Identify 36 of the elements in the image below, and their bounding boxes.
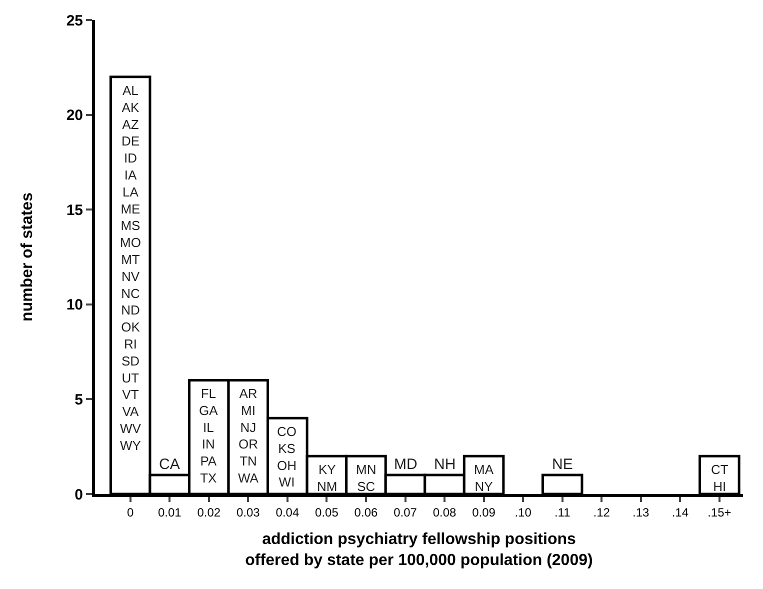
x-tick-label: .13 xyxy=(632,505,650,520)
x-tick-label: 0.08 xyxy=(432,505,457,520)
x-tick-label: 0.04 xyxy=(276,505,300,520)
x-tick-label: 0.06 xyxy=(354,505,378,520)
data-label: FL GA IL IN PA TX xyxy=(199,386,218,486)
data-label: CO KS OH WI xyxy=(277,424,296,490)
data-label: CA xyxy=(159,456,180,473)
x-tick-label: 0.01 xyxy=(158,505,182,520)
data-label: CT HI xyxy=(711,462,728,494)
y-tick-label: 20 xyxy=(66,107,83,124)
data-label: MN SC xyxy=(356,462,376,494)
x-tick-label: .15+ xyxy=(708,505,732,520)
data-label: AR MI NJ OR TN WA xyxy=(238,386,259,486)
data-label: MD xyxy=(394,456,418,473)
y-axis-title: number of states xyxy=(19,192,36,322)
x-tick-label: 0.02 xyxy=(197,505,221,520)
x-tick-label: .11 xyxy=(554,505,571,520)
x-tick-label: 0.03 xyxy=(236,505,260,520)
x-tick-label: 0.07 xyxy=(394,505,418,520)
x-tick-label: .14 xyxy=(672,505,689,520)
x-tick-label: .12 xyxy=(593,505,610,520)
data-label: KY NM xyxy=(317,462,338,494)
x-tick-label: 0.09 xyxy=(472,505,496,520)
x-tick-label: 0 xyxy=(127,505,134,520)
data-label: MA NY xyxy=(474,462,494,494)
y-tick-label: 5 xyxy=(74,391,83,408)
data-label: NE xyxy=(552,456,573,473)
text: AL AK AZ DE ID IA LA ME MS MO MT NV NC ND OK RI SD UT VT VA WV WY xyxy=(120,83,141,453)
y-tick-label: 15 xyxy=(66,202,83,219)
y-tick-label: 10 xyxy=(66,296,83,314)
x-tick-label: 0.05 xyxy=(315,505,339,520)
x-tick-label: .10 xyxy=(514,505,532,520)
x-axis-title: addiction psychiatry fellowship positions offered by state per 100,000 population (2009) xyxy=(245,531,593,569)
y-tick-label: 0 xyxy=(74,486,83,504)
y-tick-label: 25 xyxy=(66,12,83,30)
data-label: NH xyxy=(434,456,456,473)
